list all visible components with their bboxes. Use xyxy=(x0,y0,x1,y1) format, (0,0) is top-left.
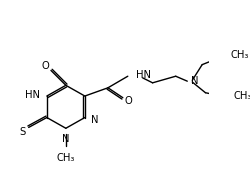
Text: N: N xyxy=(62,134,69,144)
Text: CH₃: CH₃ xyxy=(229,50,248,60)
Text: O: O xyxy=(41,61,49,71)
Text: CH₃: CH₃ xyxy=(56,153,75,163)
Text: N: N xyxy=(191,76,198,86)
Text: CH₃: CH₃ xyxy=(232,91,250,101)
Text: O: O xyxy=(124,96,132,106)
Text: HN: HN xyxy=(25,90,40,100)
Text: N: N xyxy=(91,115,98,125)
Text: S: S xyxy=(20,127,26,137)
Text: HN: HN xyxy=(136,70,150,80)
